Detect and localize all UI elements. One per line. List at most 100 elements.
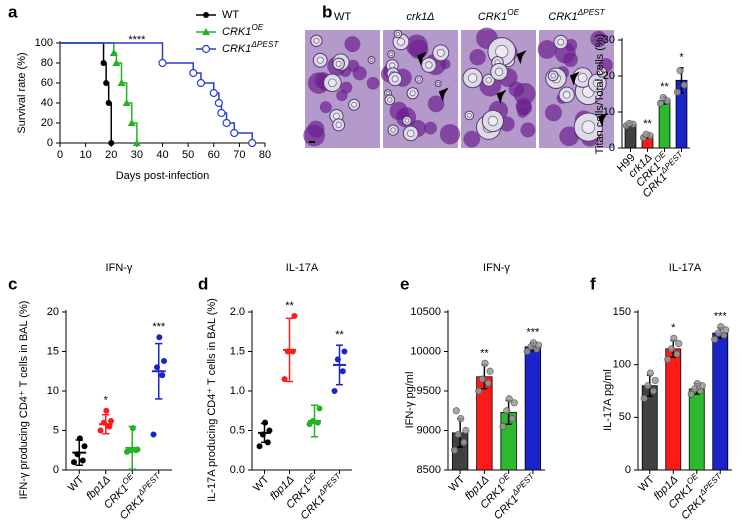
cell-body [466,113,472,118]
data-point [154,364,161,371]
data-point [159,372,166,379]
cell-body [599,69,605,75]
marker [203,12,209,18]
marker [230,128,239,138]
x-tick-label: WT [66,473,87,494]
y-tick-label: 0 [47,137,53,149]
stain [319,101,332,114]
data-point [659,94,667,102]
stain [366,76,380,90]
cell-body [577,72,588,83]
y-tick-label: 0 [53,464,59,476]
y-tick-label: 0.5 [230,424,245,436]
y-tick-label: 10000 [410,345,441,357]
marker [189,68,198,78]
x-axis-label: Days post-infection [116,170,210,182]
data-point [625,119,633,128]
x-tick-label: 0 [57,149,63,161]
y-tick-label: 20 [41,117,53,129]
y-tick-label: 30 [603,34,615,46]
marker [103,80,110,86]
y-tick-label: 0.0 [230,464,245,476]
y-tick-label: 100 [35,37,53,49]
x-tick-label-sup: ΔPEST [135,471,162,498]
marker [214,98,223,108]
cell-body [404,118,410,124]
y-tick-label: 0 [625,464,631,476]
data-point [676,67,684,75]
stain [352,66,367,81]
data-point [134,446,141,453]
data-point [462,426,470,435]
significance: *** [526,327,540,339]
data-point [649,387,658,395]
data-point [334,356,341,363]
marker [105,100,112,106]
stain [424,121,437,135]
chart-title: IFN-γ [483,262,510,274]
chart-title: IFN-γ [106,262,133,274]
marker [117,79,126,86]
cell-body [389,52,394,57]
x-tick-label: 30 [131,149,143,161]
marker [202,28,210,35]
cell-body [467,73,478,83]
significance: * [679,52,684,64]
significance: *** [152,321,166,333]
data-point [76,435,83,442]
data-point [103,407,110,414]
marker [196,78,206,88]
chart-title: IL-17A [286,262,319,274]
cell-body [313,37,320,44]
cell-body [407,129,415,138]
data-point [687,390,695,398]
data-point [457,415,465,423]
stain [508,81,524,97]
stain [559,126,579,147]
cell-body [395,31,401,37]
data-point [74,451,81,458]
data-point [284,348,291,355]
cell-body [390,127,396,133]
y-tick-label: 10 [603,106,615,118]
stain [344,36,361,53]
y-tick-label: 40 [41,97,53,109]
cell-body [396,37,405,46]
data-point [714,329,723,337]
y-axis-label: Survival rate (%) [16,52,28,133]
cell-body [409,90,416,97]
marker [209,88,218,98]
data-point [667,345,676,353]
data-point [97,427,104,434]
data-point [264,439,271,446]
marker [109,49,118,56]
y-axis-label: IL-17A pg/ml [602,369,614,431]
arrowhead [569,71,580,86]
panel-letter: d [198,274,208,293]
x-tick-label: 60 [208,149,220,161]
data-point [289,348,296,355]
stain [463,130,481,148]
y-tick-label: 1.0 [230,385,245,397]
y-tick-label: 20 [47,306,59,318]
cell-body [391,75,399,83]
stain [590,30,607,48]
y-tick-label: 20 [603,70,615,82]
bar [712,332,729,471]
x-tick-label: 20 [105,149,117,161]
y-tick-label: 5 [53,424,59,436]
y-tick-label: 50 [619,411,631,423]
data-point [673,88,682,96]
data-point [81,443,88,450]
data-point [675,339,683,348]
y-axis-label: IL-17A producing CD4⁺ T cells in BAL (%) [206,298,218,502]
image-label: crk1Δ [406,11,434,23]
cell-body [387,97,393,103]
image-label-text: CRK1 [478,11,507,23]
data-point [256,443,263,450]
panel-letter: b [322,2,332,21]
cell-body [550,73,556,79]
data-point [508,415,517,423]
data-point [673,350,681,358]
legend-label: WT [222,9,239,21]
